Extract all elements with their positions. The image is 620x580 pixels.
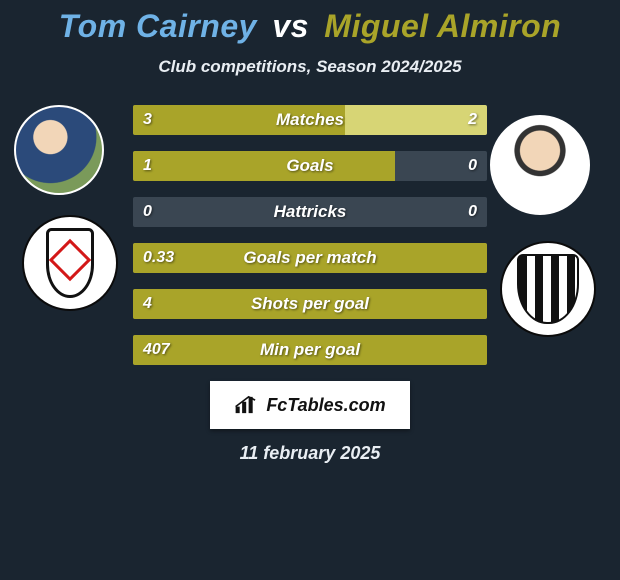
title-vs: vs [272, 8, 309, 44]
stat-label: Matches [133, 105, 487, 135]
player2-avatar [490, 115, 590, 215]
stat-label: Goals [133, 151, 487, 181]
fulham-crest-icon [46, 228, 94, 298]
newcastle-crest-icon [517, 254, 579, 324]
stat-label: Min per goal [133, 335, 487, 365]
stat-label: Shots per goal [133, 289, 487, 319]
stat-row: 4Shots per goal [133, 289, 487, 319]
page-title: Tom Cairney vs Miguel Almiron [0, 8, 620, 45]
chart-area: 32Matches 10Goals 00Hattricks 0.33Goals per… [0, 105, 620, 464]
player2-club-crest [500, 241, 596, 337]
stat-bars: 32Matches 10Goals 00Hattricks 0.33Goals per… [133, 105, 487, 365]
stat-row: 00Hattricks [133, 197, 487, 227]
comparison-card: Tom Cairney vs Miguel Almiron Club compe… [0, 0, 620, 464]
stat-label: Hattricks [133, 197, 487, 227]
brand-text: FcTables.com [266, 395, 385, 416]
subtitle: Club competitions, Season 2024/2025 [0, 57, 620, 77]
date: 11 february 2025 [0, 443, 620, 464]
title-player2: Miguel Almiron [324, 8, 561, 44]
player1-club-crest [22, 215, 118, 311]
stat-label: Goals per match [133, 243, 487, 273]
title-player1: Tom Cairney [59, 8, 257, 44]
stat-row: 10Goals [133, 151, 487, 181]
brand-badge: FcTables.com [210, 381, 410, 429]
bars-icon [234, 394, 260, 416]
stat-row: 407Min per goal [133, 335, 487, 365]
player1-avatar [14, 105, 104, 195]
stat-row: 0.33Goals per match [133, 243, 487, 273]
stat-row: 32Matches [133, 105, 487, 135]
